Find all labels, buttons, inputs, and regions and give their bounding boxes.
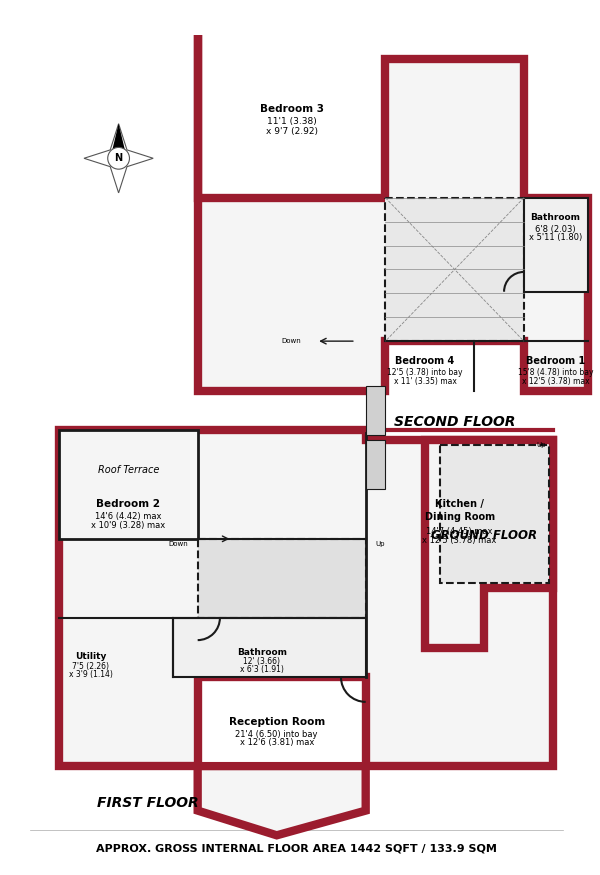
Polygon shape: [173, 618, 365, 677]
Text: Down: Down: [168, 541, 188, 547]
Text: Down: Down: [281, 338, 301, 344]
Polygon shape: [59, 430, 197, 539]
Text: x 3'9 (1.14): x 3'9 (1.14): [69, 670, 113, 679]
Text: x 6'3 (1.91): x 6'3 (1.91): [240, 665, 284, 675]
Polygon shape: [197, 539, 365, 618]
Text: Bedroom 3: Bedroom 3: [260, 104, 323, 114]
Text: Kitchen /
Dining Room: Kitchen / Dining Room: [425, 500, 494, 522]
Text: x 11' (3.35) max: x 11' (3.35) max: [394, 377, 457, 386]
Text: Bedroom 4: Bedroom 4: [395, 356, 455, 366]
Polygon shape: [197, 766, 365, 836]
Polygon shape: [385, 198, 524, 341]
Text: 12' (3.66): 12' (3.66): [244, 657, 280, 667]
Text: x 9'7 (2.92): x 9'7 (2.92): [266, 127, 317, 136]
Text: SECOND FLOOR: SECOND FLOOR: [394, 416, 515, 430]
Text: 14'7 (4.45) max: 14'7 (4.45) max: [427, 527, 493, 536]
Text: x 5'11 (1.80): x 5'11 (1.80): [529, 234, 582, 242]
Polygon shape: [84, 123, 153, 192]
Polygon shape: [440, 444, 548, 584]
Text: Bathroom: Bathroom: [237, 648, 287, 656]
Text: 21'4 (6.50) into bay: 21'4 (6.50) into bay: [235, 730, 318, 738]
Text: 12'5 (3.78) into bay: 12'5 (3.78) into bay: [387, 368, 463, 377]
Polygon shape: [110, 123, 127, 158]
Text: Roof Terrace: Roof Terrace: [98, 465, 159, 474]
Text: x 12'5 (3.78) max: x 12'5 (3.78) max: [521, 377, 589, 386]
Polygon shape: [59, 430, 553, 766]
Text: x 10'9 (3.28) max: x 10'9 (3.28) max: [91, 521, 166, 530]
Text: Reception Room: Reception Room: [229, 717, 325, 727]
Text: Bathroom: Bathroom: [530, 213, 580, 221]
Text: N: N: [115, 153, 122, 164]
Circle shape: [108, 147, 130, 169]
Text: Utility: Utility: [75, 653, 107, 662]
Text: 7'5 (2.26): 7'5 (2.26): [73, 662, 109, 671]
Polygon shape: [197, 35, 588, 390]
Text: 6'8 (2.03): 6'8 (2.03): [535, 225, 576, 234]
Polygon shape: [425, 440, 553, 648]
Text: 14'6 (4.42) max: 14'6 (4.42) max: [95, 512, 162, 522]
Text: Bedroom 2: Bedroom 2: [97, 500, 160, 509]
Text: Up: Up: [376, 541, 385, 547]
Text: 15'8 (4.78) into bay: 15'8 (4.78) into bay: [518, 368, 593, 377]
Bar: [365, 440, 385, 489]
Text: Up: Up: [537, 442, 547, 448]
Bar: [365, 386, 385, 435]
Text: 11'1 (3.38): 11'1 (3.38): [266, 116, 316, 126]
Text: Bedroom 1: Bedroom 1: [526, 356, 585, 366]
Text: GROUND FLOOR: GROUND FLOOR: [431, 528, 537, 542]
Polygon shape: [524, 198, 588, 291]
Text: APPROX. GROSS INTERNAL FLOOR AREA 1442 SQFT / 133.9 SQM: APPROX. GROSS INTERNAL FLOOR AREA 1442 S…: [96, 844, 497, 853]
Text: x 12'5 (3.78) max: x 12'5 (3.78) max: [422, 536, 497, 545]
Text: x 12'6 (3.81) max: x 12'6 (3.81) max: [239, 738, 314, 747]
Text: FIRST FLOOR: FIRST FLOOR: [97, 795, 199, 809]
